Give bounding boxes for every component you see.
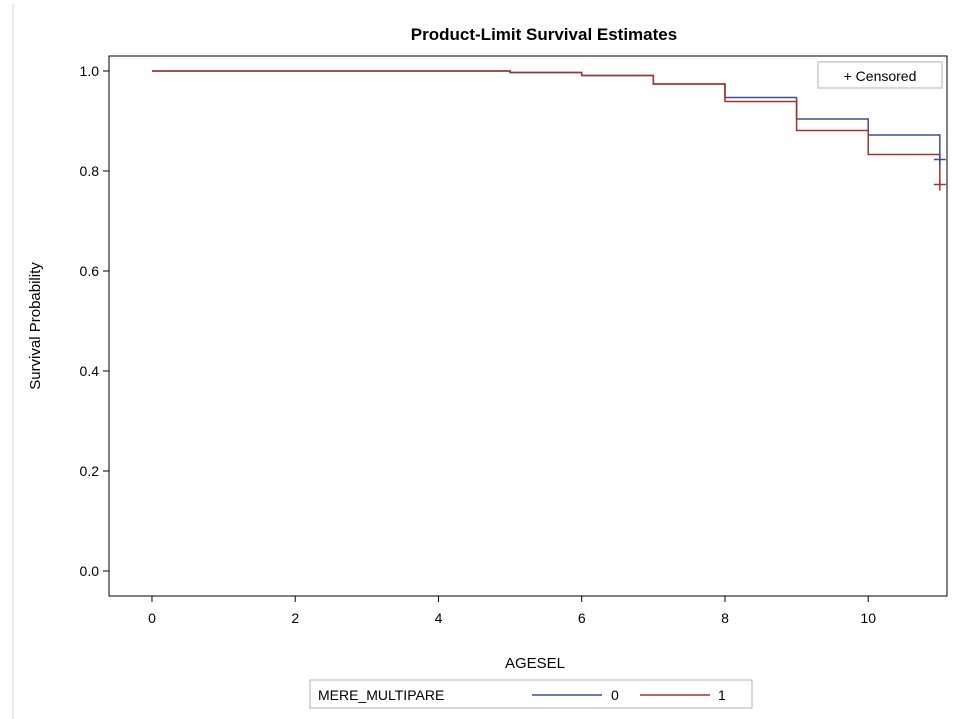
- y-axis: 0.0 0.2 0.4 0.6 0.8 1.0: [80, 63, 109, 579]
- y-tick-label: 0.2: [80, 463, 100, 479]
- chart-title: Product-Limit Survival Estimates: [411, 25, 677, 44]
- x-tick-label: 6: [578, 610, 586, 626]
- y-tick-label: 0.4: [80, 363, 100, 379]
- y-tick-label: 1.0: [80, 63, 100, 79]
- plot-frame: [108, 55, 948, 597]
- censor-marks: [933, 153, 946, 191]
- censor-mark-series-0: [933, 153, 946, 166]
- x-axis: 0 2 4 6 8 10: [148, 596, 876, 626]
- legend-label-series-0: 0: [611, 687, 619, 703]
- x-tick-label: 8: [721, 610, 729, 626]
- y-tick-label: 0.6: [80, 263, 100, 279]
- x-axis-label: AGESEL: [505, 655, 565, 672]
- y-tick-label: 0.8: [80, 163, 100, 179]
- legend: MERE_MULTIPARE 0 1: [309, 679, 753, 709]
- survival-curves: [151, 70, 941, 185]
- censored-legend-text: + Censored: [844, 68, 917, 84]
- x-tick-label: 2: [291, 610, 299, 626]
- censored-legend: + Censored: [817, 61, 943, 89]
- y-tick-label: 0.0: [80, 563, 100, 579]
- legend-box: [309, 679, 753, 709]
- legend-title: MERE_MULTIPARE: [318, 687, 444, 703]
- x-tick-label: 0: [148, 610, 156, 626]
- legend-label-series-1: 1: [718, 687, 726, 703]
- x-tick-label: 4: [435, 610, 443, 626]
- x-tick-label: 10: [860, 610, 876, 626]
- survival-curve-series-1: [151, 70, 941, 185]
- censored-legend-box: [817, 61, 943, 89]
- y-axis-label: Survival Probability: [27, 262, 44, 390]
- censor-mark-series-1: [933, 178, 946, 191]
